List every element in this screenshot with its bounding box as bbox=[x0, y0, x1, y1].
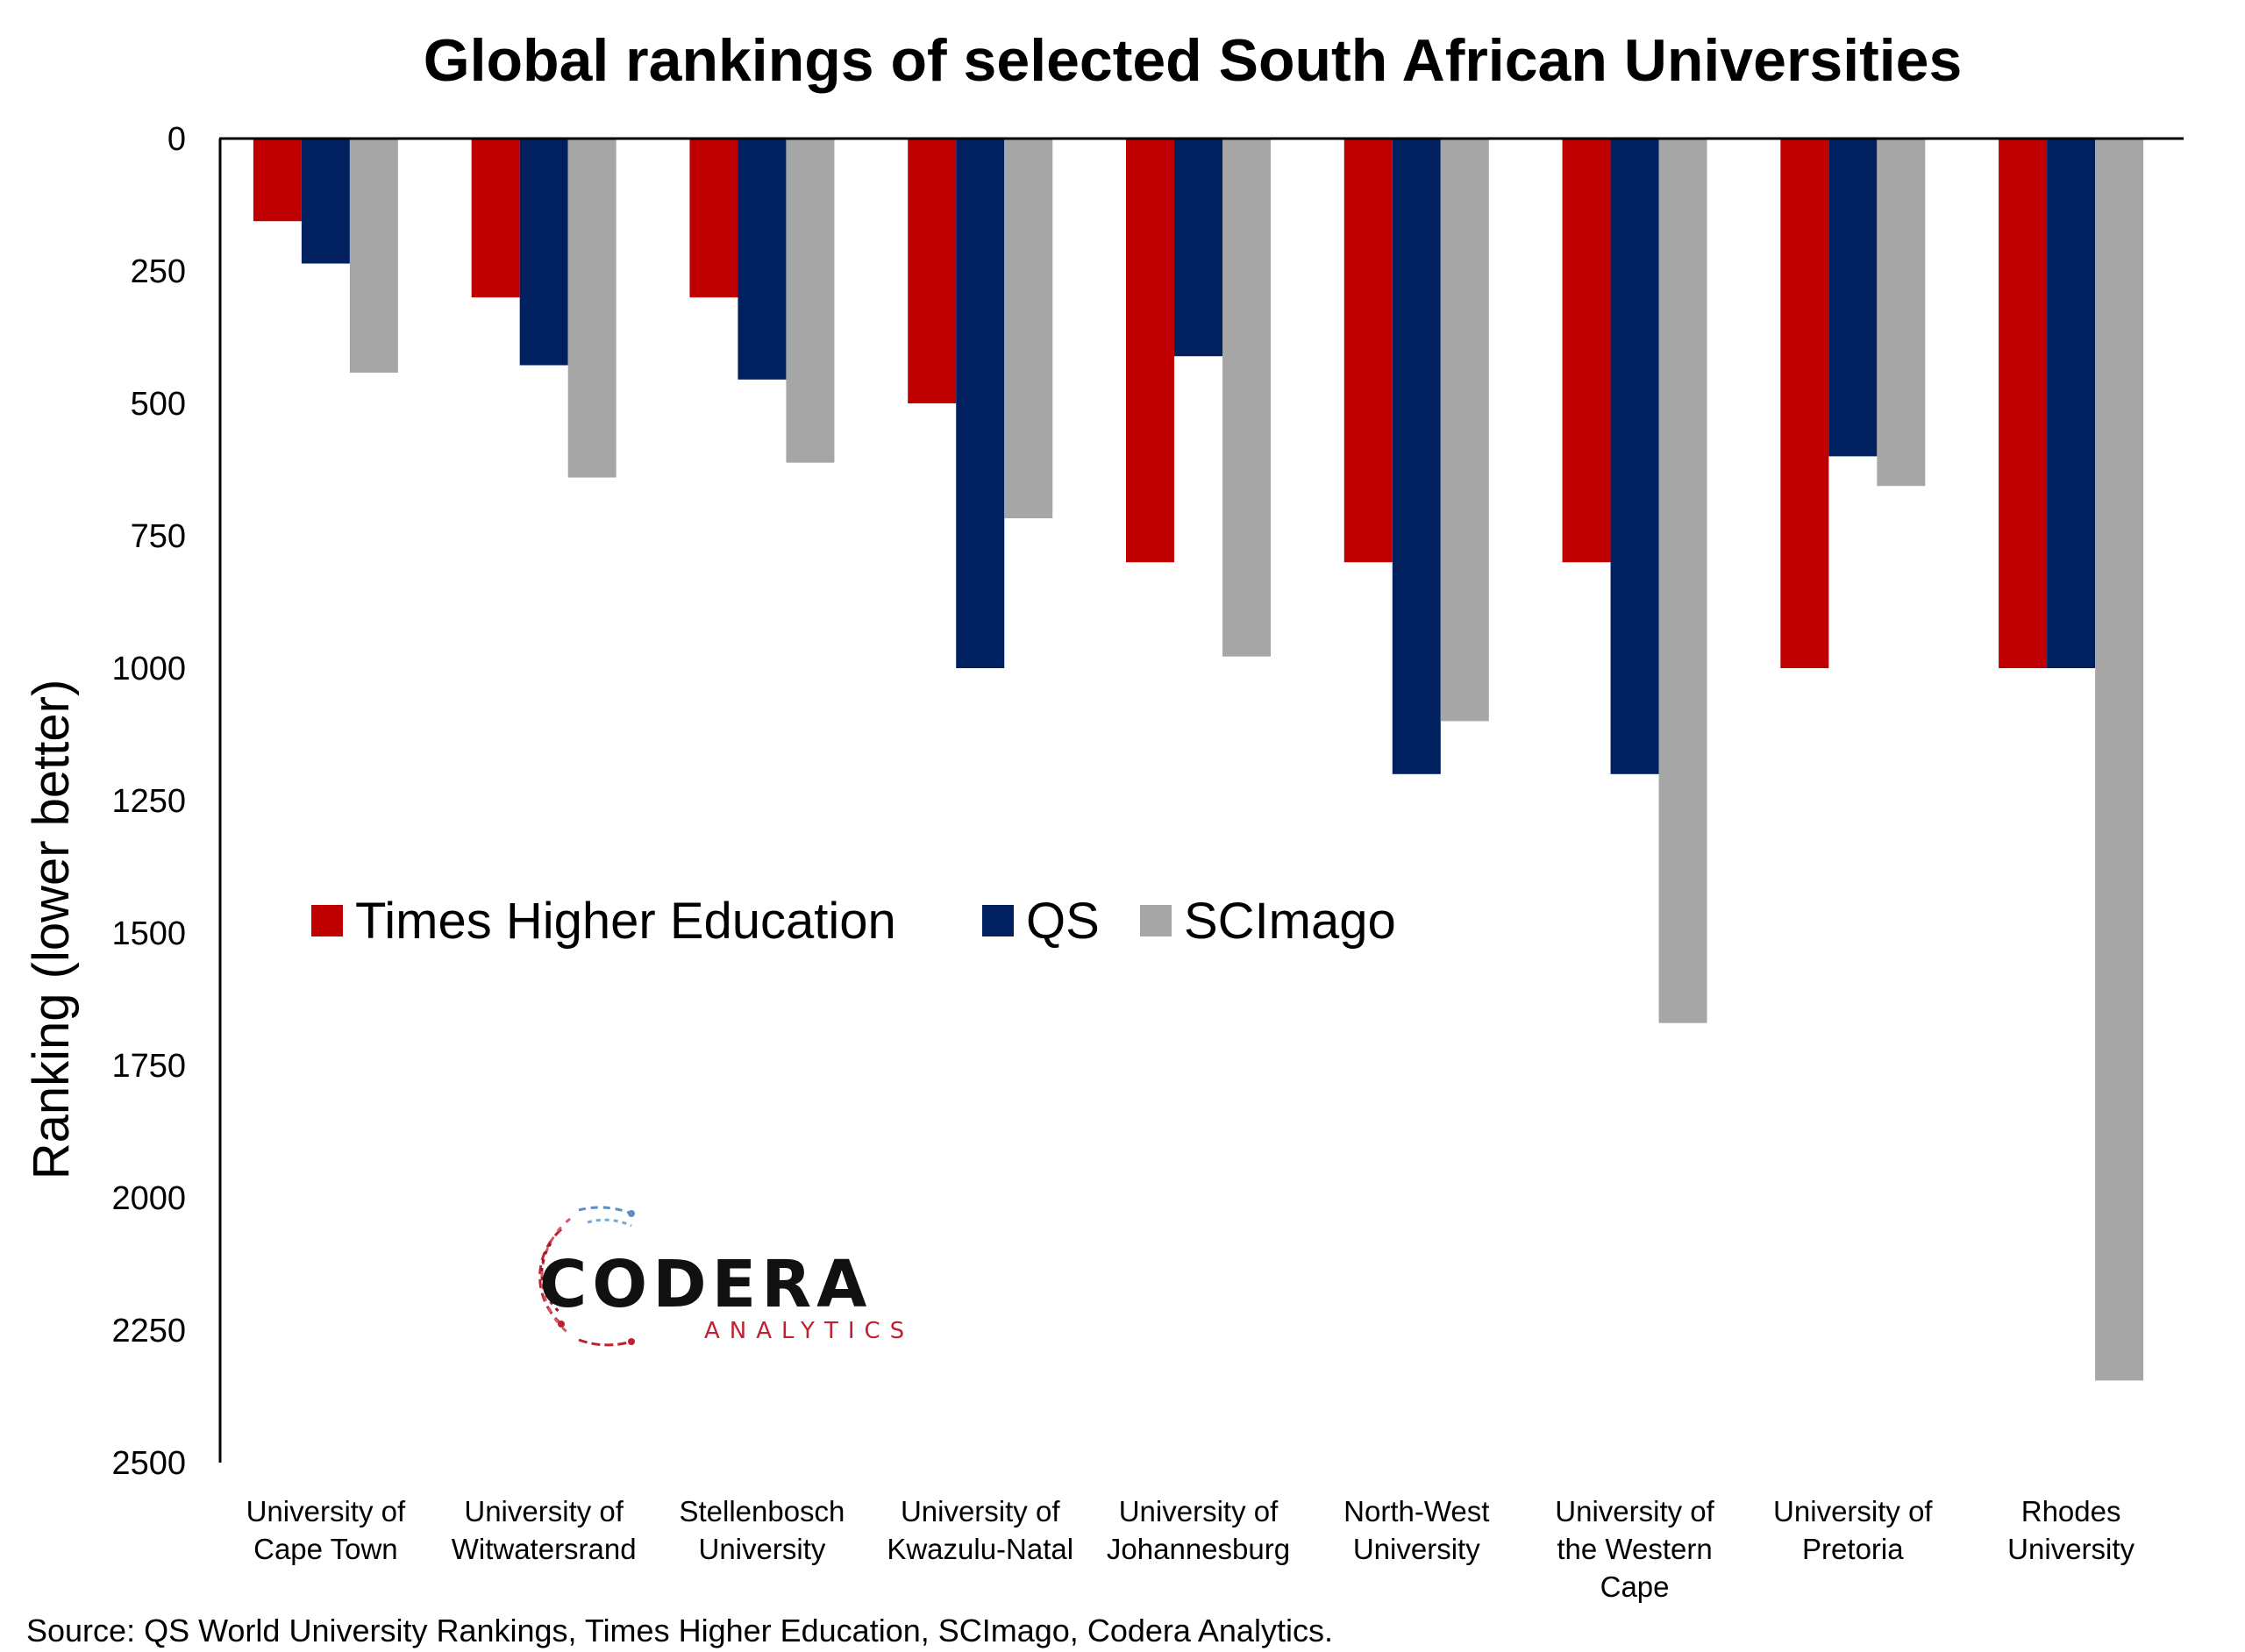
x-category-label-line: Pretoria bbox=[1802, 1533, 1904, 1565]
logo-subtitle: ANALYTICS bbox=[704, 1318, 914, 1344]
bar-scimago-7 bbox=[1658, 139, 1707, 1023]
y-tick-label: 1500 bbox=[111, 915, 186, 952]
x-category-label-line: University of bbox=[464, 1495, 624, 1527]
bars-group bbox=[253, 139, 2144, 1381]
x-category-label: Stellenbosch University bbox=[679, 1495, 845, 1565]
y-ticks-group: 0 250 500 750 1000 1250 1500 1750 2000 2250 2500 bbox=[111, 121, 186, 1482]
bar-scimago-8 bbox=[1877, 139, 1926, 487]
bar-qs-5 bbox=[1174, 139, 1222, 357]
y-tick-label: 0 bbox=[167, 121, 186, 158]
bar-qs-8 bbox=[1828, 139, 1878, 457]
legend-swatch-1 bbox=[311, 905, 343, 936]
x-category-label-line: University of bbox=[901, 1495, 1060, 1527]
x-category-label: University of Kwazulu-Natal bbox=[887, 1495, 1073, 1565]
bar-scimago-5 bbox=[1222, 139, 1271, 657]
x-category-label-line: Kwazulu-Natal bbox=[887, 1533, 1073, 1565]
y-tick-label: 2500 bbox=[111, 1445, 186, 1482]
bar-qs-1 bbox=[301, 139, 350, 264]
bar-scimago-2 bbox=[567, 139, 616, 478]
y-tick-label: 2250 bbox=[111, 1313, 186, 1349]
bar-qs-9 bbox=[2047, 139, 2096, 668]
x-category-label-line: Witwatersrand bbox=[452, 1533, 637, 1565]
x-category-label-line: University bbox=[699, 1533, 826, 1565]
codera-logo: CODERA ANALYTICS bbox=[538, 1206, 914, 1347]
bar-scimago-3 bbox=[786, 139, 835, 463]
bar-scimago-9 bbox=[2095, 139, 2144, 1381]
x-category-label: University of Johannesburg bbox=[1107, 1495, 1290, 1565]
x-category-label: North-West University bbox=[1343, 1495, 1489, 1565]
bar-qs-3 bbox=[738, 139, 787, 380]
x-category-label-line: Cape bbox=[1600, 1570, 1670, 1603]
bar-qs-2 bbox=[519, 139, 568, 366]
x-category-label-line: University of bbox=[246, 1495, 406, 1527]
x-category-label-line: Stellenbosch bbox=[679, 1495, 845, 1527]
x-category-label: University of Cape Town bbox=[246, 1495, 406, 1565]
bar-times-higher-education-7 bbox=[1562, 139, 1611, 563]
x-category-label-line: Cape Town bbox=[253, 1533, 398, 1565]
bar-qs-4 bbox=[956, 139, 1005, 668]
bar-times-higher-education-3 bbox=[689, 139, 738, 298]
x-category-label: University of Witwatersrand bbox=[452, 1495, 637, 1565]
x-category-label: Rhodes University bbox=[2007, 1495, 2135, 1565]
y-tick-label: 1750 bbox=[111, 1048, 186, 1085]
legend-swatch-3 bbox=[1140, 905, 1172, 936]
x-category-label-line: University bbox=[1353, 1533, 1480, 1565]
bar-times-higher-education-6 bbox=[1343, 139, 1393, 563]
bar-times-higher-education-4 bbox=[908, 139, 957, 403]
chart-title: Global rankings of selected South Africa… bbox=[424, 27, 1963, 94]
y-tick-label: 1250 bbox=[111, 783, 186, 820]
legend-swatch-2 bbox=[982, 905, 1014, 936]
x-category-label-line: University of bbox=[1555, 1495, 1714, 1527]
x-category-label: University of Pretoria bbox=[1773, 1495, 1933, 1565]
logo-name: CODERA bbox=[539, 1247, 872, 1322]
logo-emblem-icon bbox=[538, 1206, 635, 1347]
y-tick-label: 250 bbox=[131, 253, 186, 290]
bar-qs-6 bbox=[1392, 139, 1441, 774]
y-tick-label: 1000 bbox=[111, 651, 186, 687]
bar-times-higher-education-9 bbox=[1999, 139, 2048, 668]
bar-qs-7 bbox=[1610, 139, 1659, 774]
x-category-label: University of the Western Cape bbox=[1555, 1495, 1714, 1603]
legend-label-1: Times Higher Education bbox=[355, 893, 896, 950]
x-category-label-line: the Western bbox=[1557, 1533, 1712, 1565]
x-category-label-line: University of bbox=[1773, 1495, 1933, 1527]
y-axis-label: Ranking (lower better) bbox=[23, 680, 80, 1180]
x-category-label-line: Johannesburg bbox=[1107, 1533, 1290, 1565]
y-tick-label: 500 bbox=[131, 386, 186, 423]
legend: Times Higher Education QS SCImago bbox=[311, 893, 1396, 950]
x-category-label-line: Rhodes bbox=[2021, 1495, 2121, 1527]
bar-scimago-1 bbox=[349, 139, 398, 373]
x-category-label-line: University bbox=[2007, 1533, 2135, 1565]
x-category-label-line: North-West bbox=[1343, 1495, 1489, 1527]
bar-times-higher-education-8 bbox=[1780, 139, 1829, 668]
legend-label-3: SCImago bbox=[1184, 893, 1396, 950]
legend-label-2: QS bbox=[1026, 893, 1100, 950]
x-category-label-line: University of bbox=[1119, 1495, 1279, 1527]
x-labels-group: University of Cape Town University of Witwa… bbox=[246, 1495, 2135, 1603]
bar-times-higher-education-2 bbox=[471, 139, 520, 298]
source-note: Source: QS World University Rankings, Ti… bbox=[26, 1613, 1333, 1648]
bar-scimago-6 bbox=[1440, 139, 1489, 722]
bar-times-higher-education-5 bbox=[1126, 139, 1174, 563]
y-tick-label: 750 bbox=[131, 518, 186, 555]
bar-scimago-4 bbox=[1004, 139, 1053, 519]
y-tick-label: 2000 bbox=[111, 1180, 186, 1217]
bar-times-higher-education-1 bbox=[253, 139, 302, 222]
